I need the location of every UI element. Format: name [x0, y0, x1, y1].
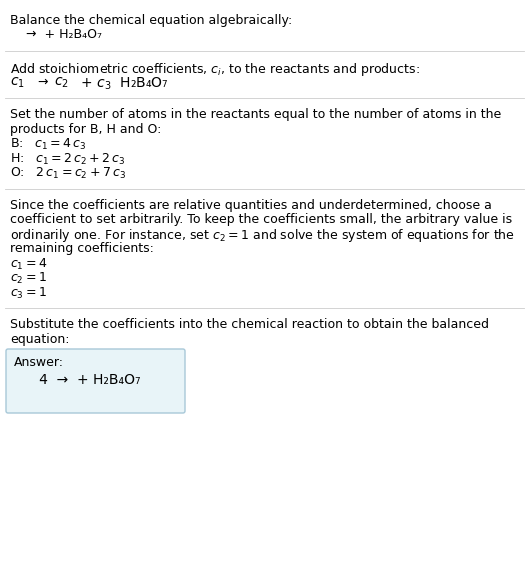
Text: H:   $c_1 = 2\,c_2 + 2\,c_3$: H: $c_1 = 2\,c_2 + 2\,c_3$: [10, 152, 125, 167]
Text: →: →: [30, 76, 57, 89]
Text: products for B, H and O:: products for B, H and O:: [10, 122, 161, 135]
Text: Substitute the coefficients into the chemical reaction to obtain the balanced: Substitute the coefficients into the che…: [10, 318, 489, 331]
Text: O:   $2\,c_1 = c_2 + 7\,c_3$: O: $2\,c_1 = c_2 + 7\,c_3$: [10, 166, 126, 181]
Text: equation:: equation:: [10, 332, 69, 346]
Text: Balance the chemical equation algebraically:: Balance the chemical equation algebraica…: [10, 14, 292, 27]
Text: $c_1 = 4$: $c_1 = 4$: [10, 257, 48, 272]
Text: $c_2 = 1$: $c_2 = 1$: [10, 271, 47, 286]
Text: Since the coefficients are relative quantities and underdetermined, choose a: Since the coefficients are relative quan…: [10, 198, 492, 212]
Text: 4  →  + H₂B₄O₇: 4 → + H₂B₄O₇: [26, 373, 141, 387]
Text: Answer:: Answer:: [14, 356, 64, 369]
Text: + $c_3$  H₂B₄O₇: + $c_3$ H₂B₄O₇: [72, 76, 169, 92]
Text: ordinarily one. For instance, set $c_2 = 1$ and solve the system of equations fo: ordinarily one. For instance, set $c_2 =…: [10, 227, 515, 244]
Text: →  + H₂B₄O₇: → + H₂B₄O₇: [18, 29, 102, 41]
Text: Set the number of atoms in the reactants equal to the number of atoms in the: Set the number of atoms in the reactants…: [10, 108, 501, 121]
Text: Add stoichiometric coefficients, $c_i$, to the reactants and products:: Add stoichiometric coefficients, $c_i$, …: [10, 61, 420, 78]
Text: coefficient to set arbitrarily. To keep the coefficients small, the arbitrary va: coefficient to set arbitrarily. To keep …: [10, 213, 512, 226]
Text: $c_1$: $c_1$: [10, 76, 25, 90]
Text: B:   $c_1 = 4\,c_3$: B: $c_1 = 4\,c_3$: [10, 137, 87, 152]
FancyBboxPatch shape: [6, 349, 185, 413]
Text: $c_2$: $c_2$: [54, 76, 69, 90]
Text: $c_3 = 1$: $c_3 = 1$: [10, 286, 47, 301]
Text: remaining coefficients:: remaining coefficients:: [10, 242, 154, 255]
